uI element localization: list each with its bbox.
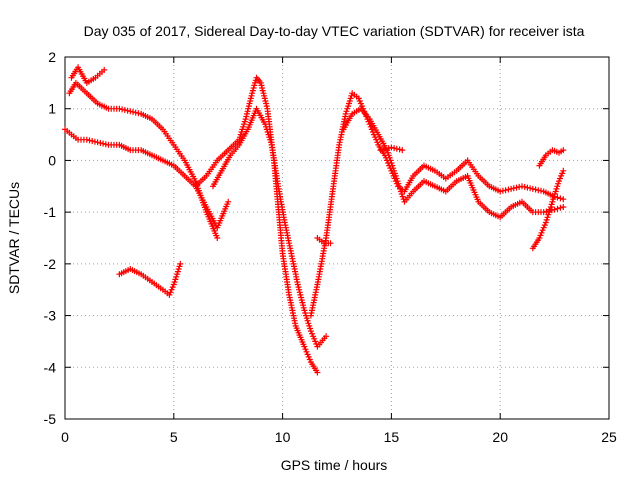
- series-track-7: [307, 90, 567, 319]
- y-tick-label: 2: [48, 49, 56, 65]
- marker-trail: [210, 105, 330, 350]
- marker-trail: [529, 167, 567, 252]
- marker-trail: [66, 79, 221, 241]
- series-track-12: [314, 235, 334, 247]
- axis-ticks: 0 5 10 15 20 25 -5 -4 -3 -2 -1 0 1 2: [44, 49, 617, 445]
- series-track-2: [66, 79, 221, 241]
- y-tick-label: 0: [48, 152, 56, 168]
- chart-title: Day 035 of 2017, Sidereal Day-to-day VTE…: [84, 23, 585, 39]
- marker-trail: [307, 90, 567, 319]
- x-tick-label: 5: [170, 429, 178, 445]
- y-tick-label: -3: [44, 308, 57, 324]
- plot-border: [64, 56, 610, 420]
- marker-trail: [116, 260, 184, 298]
- x-tick-label: 10: [275, 429, 291, 445]
- y-tick-label: -5: [44, 411, 57, 427]
- x-tick-label: 20: [492, 429, 508, 445]
- x-tick-label: 15: [384, 429, 400, 445]
- y-tick-label: -1: [44, 204, 57, 220]
- series-track-4: [116, 260, 184, 298]
- y-tick-label: 1: [48, 101, 56, 117]
- grid: [65, 57, 609, 419]
- y-axis-label: SDTVAR / TECUs: [6, 182, 22, 294]
- y-tick-label: -4: [44, 359, 57, 375]
- x-tick-label: 25: [601, 429, 617, 445]
- marker-trail: [536, 147, 567, 169]
- data-series: [62, 64, 567, 376]
- x-axis-label: GPS time / hours: [281, 457, 388, 473]
- series-track-11: [536, 147, 567, 169]
- marker-trail: [340, 105, 567, 221]
- series-track-3: [68, 64, 108, 86]
- series-track-6: [210, 105, 330, 350]
- series-track-9: [377, 144, 406, 154]
- y-tick-label: -2: [44, 256, 57, 272]
- marker-trail: [68, 64, 108, 86]
- marker-trail: [314, 235, 334, 247]
- series-track-10: [529, 167, 567, 252]
- series-track-8: [340, 105, 567, 221]
- marker-trail: [377, 144, 406, 154]
- x-tick-label: 0: [61, 429, 69, 445]
